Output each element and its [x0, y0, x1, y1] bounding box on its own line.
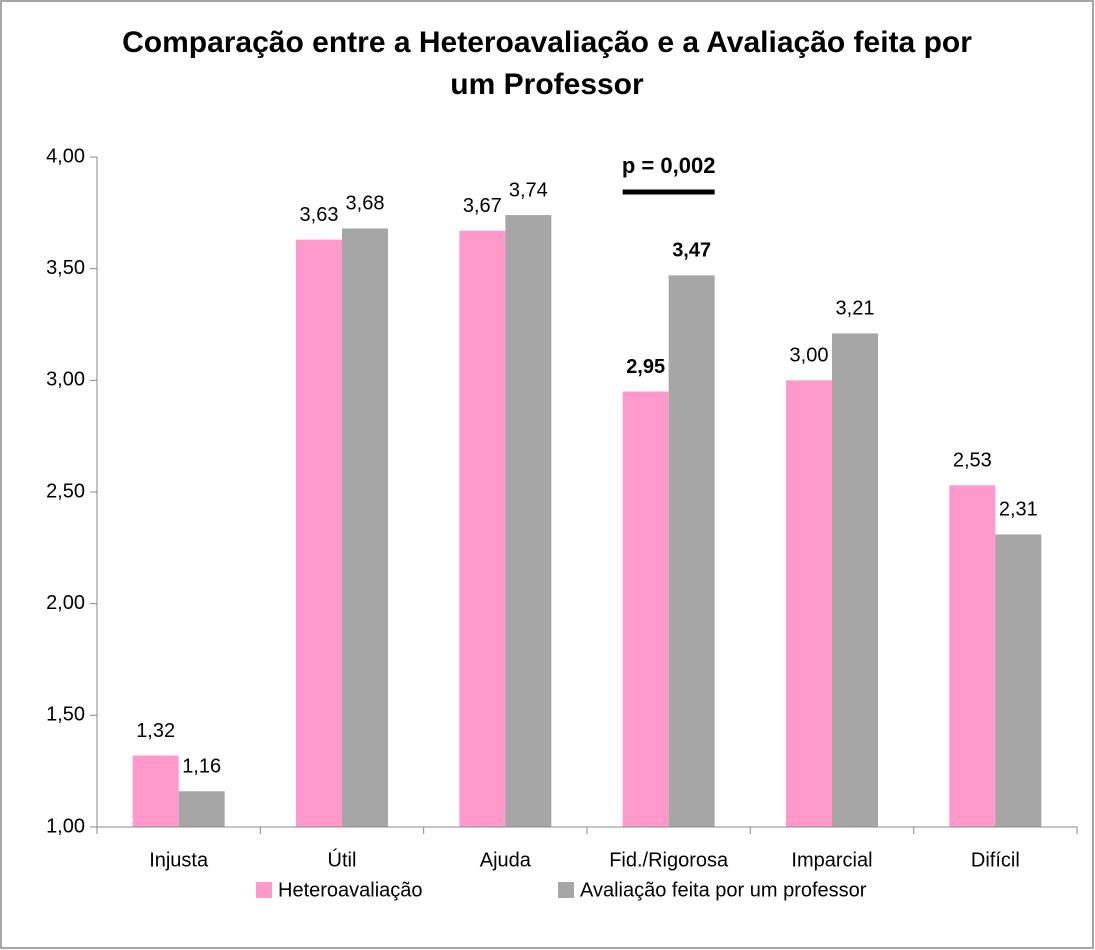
- bar: [342, 228, 388, 827]
- chart-title: Comparação entre a Heteroavaliação e a A…: [122, 26, 972, 101]
- legend-label: Avaliação feita por um professor: [580, 879, 867, 901]
- data-label: 1,32: [136, 720, 175, 742]
- data-label: 3,63: [300, 204, 339, 226]
- data-label: 3,74: [509, 179, 548, 201]
- bar: [832, 333, 878, 827]
- bar: [132, 755, 179, 827]
- legend-swatch: [256, 882, 272, 898]
- y-tick-label: 2,00: [46, 592, 85, 614]
- legend-label: Heteroavaliação: [278, 879, 423, 901]
- bar: [949, 485, 996, 827]
- bar: [178, 791, 225, 827]
- x-tick-label: Fid./Rigorosa: [609, 849, 729, 871]
- data-label: 3,67: [463, 195, 502, 217]
- bar: [505, 215, 552, 828]
- x-tick-label: Difícil: [971, 849, 1020, 871]
- x-tick-label: Imparcial: [791, 849, 872, 871]
- x-tick-label: Injusta: [149, 849, 209, 871]
- data-label: 2,95: [626, 356, 665, 378]
- legend-swatch: [558, 882, 574, 898]
- data-label: 3,47: [672, 240, 711, 262]
- y-tick-label: 4,00: [46, 145, 85, 167]
- data-label: 1,16: [182, 756, 221, 778]
- x-tick-label: Ajuda: [480, 849, 532, 871]
- data-label: 2,53: [953, 450, 992, 472]
- bar: [296, 239, 342, 828]
- y-tick-label: 1,00: [46, 815, 85, 837]
- bar: [622, 391, 669, 827]
- y-tick-label: 3,50: [46, 257, 85, 279]
- data-label: 3,21: [836, 298, 875, 320]
- data-label: 2,31: [999, 499, 1038, 521]
- x-tick-label: Útil: [328, 848, 357, 871]
- y-tick-label: 3,00: [46, 369, 85, 391]
- data-label: 3,00: [790, 345, 829, 367]
- bar: [459, 230, 506, 827]
- y-tick-label: 1,50: [46, 704, 85, 726]
- data-label: 3,68: [346, 193, 385, 215]
- bar: [668, 275, 715, 827]
- y-tick-label: 2,50: [46, 480, 85, 502]
- annotation: p = 0,002: [622, 153, 716, 178]
- bar: [995, 534, 1042, 827]
- bar: [786, 380, 832, 827]
